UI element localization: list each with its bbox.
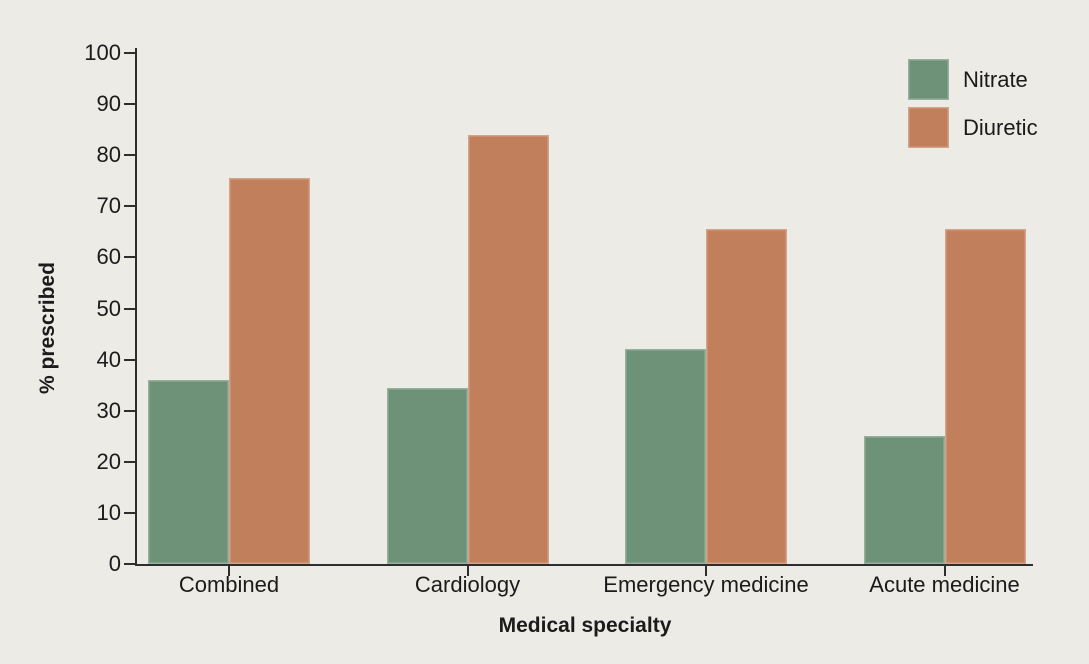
legend-label-nitrate: Nitrate [963,66,1028,92]
legend-item-diuretic: Diuretic [908,107,1038,148]
bar-diuretic-cardiology [467,134,549,564]
y-tick [124,409,135,412]
legend-swatch-diuretic [908,107,949,148]
y-tick-label: 100 [84,40,121,65]
y-tick [124,103,135,106]
bar-nitrate-combined [148,380,229,564]
y-tick-label: 40 [96,346,121,372]
y-axis-line [135,48,137,564]
y-tick-label: 30 [96,397,121,423]
legend-label-diuretic: Diuretic [963,114,1038,140]
y-tick-label: 20 [96,448,121,474]
y-tick [124,563,135,565]
legend: Nitrate Diuretic [908,59,1038,155]
y-tick-label: 0 [108,551,121,576]
y-tick [124,511,135,514]
y-tick [124,460,135,463]
category-label-combined: Combined [178,572,280,597]
x-axis-title: Medical specialty [498,614,672,637]
y-axis-title: % prescribed [36,262,59,394]
x-tick [943,566,946,576]
legend-swatch-nitrate [908,59,949,100]
y-tick [124,52,135,54]
y-tick [124,307,135,310]
y-tick-label: 10 [96,499,121,525]
y-tick-label: 70 [96,193,121,219]
bar-diuretic-emergency-medicine [706,229,787,564]
y-tick [124,358,135,361]
category-label-acute-medicine: Acute medicine [869,572,1020,597]
x-tick [228,566,230,576]
y-tick-label: 80 [96,142,121,168]
x-tick [466,566,469,576]
x-axis-line [135,564,1033,566]
bar-nitrate-emergency-medicine [625,349,706,564]
bar-nitrate-cardiology [386,387,468,564]
y-tick [124,154,135,157]
bar-nitrate-acute-medicine [863,436,945,564]
y-tick-label: 90 [96,91,121,117]
legend-item-nitrate: Nitrate [908,59,1038,100]
y-tick-label: 60 [96,244,121,270]
y-tick [124,256,135,259]
category-label-emergency-medicine: Emergency medicine [603,572,809,597]
y-tick-label: 50 [96,295,121,321]
y-tick [124,205,135,208]
bar-diuretic-combined [229,178,310,564]
plot-area: 0 10 20 30 40 50 60 70 80 90 100 [84,42,1033,576]
bar-diuretic-acute-medicine [944,229,1026,564]
x-tick [705,566,707,576]
category-label-cardiology: Cardiology [414,572,521,597]
